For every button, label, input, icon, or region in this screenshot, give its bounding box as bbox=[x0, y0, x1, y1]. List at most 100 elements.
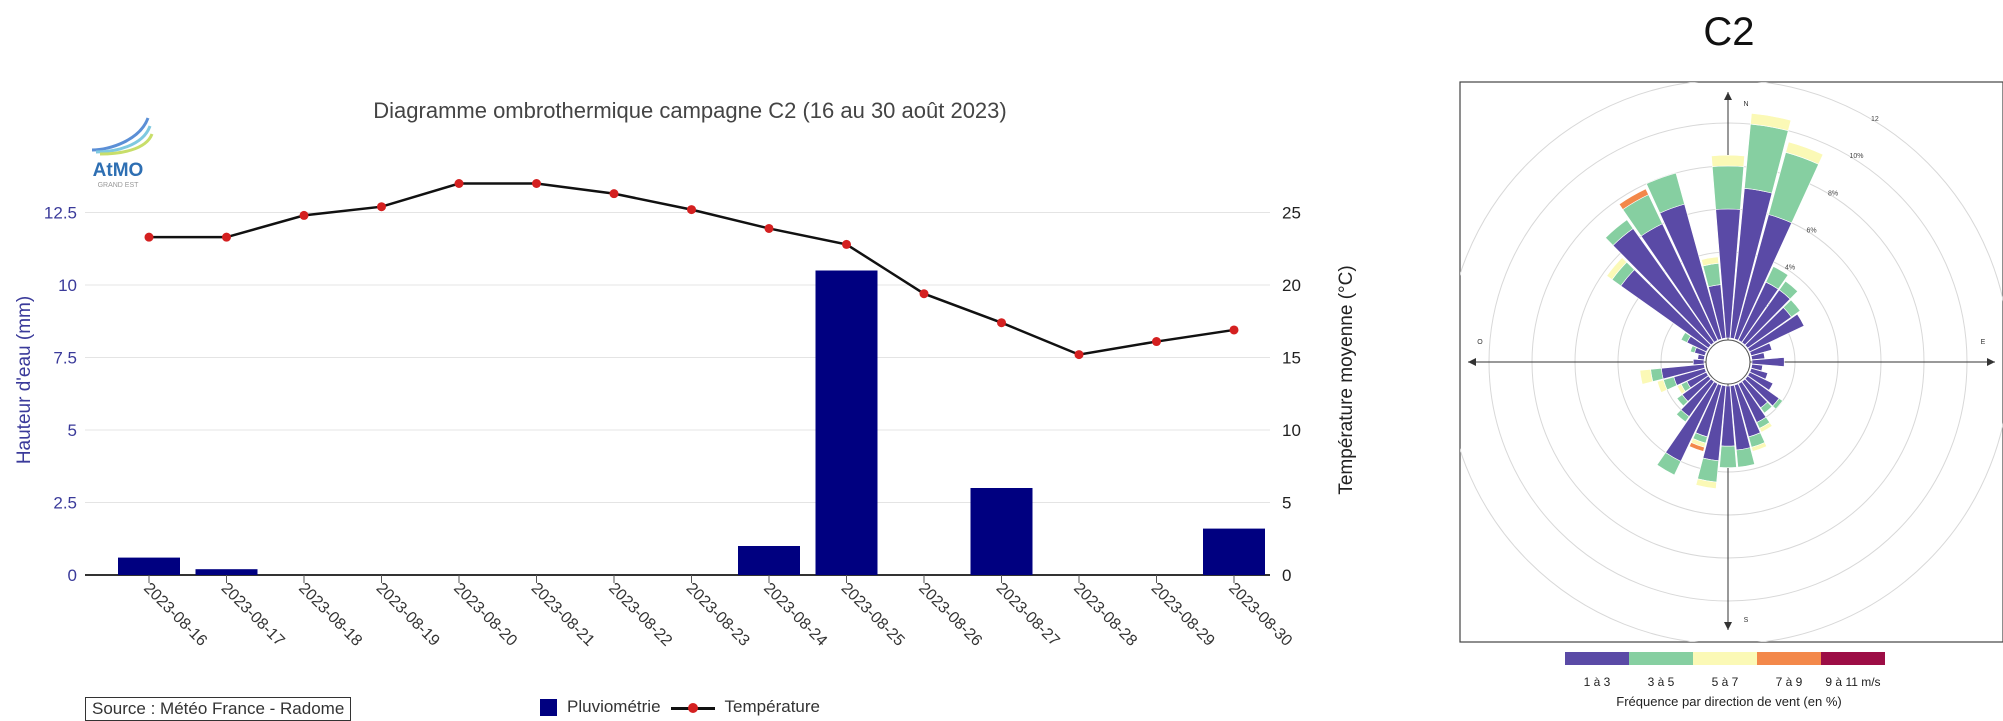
y-axis-label: Hauteur d'eau (mm) bbox=[14, 296, 35, 464]
wind-sector-segment bbox=[1688, 442, 1705, 452]
wind-sector-segment bbox=[1782, 299, 1801, 318]
x-tick-label: 2023-08-25 bbox=[838, 580, 908, 650]
right-axis: 0 5 10 15 20 25 bbox=[1282, 204, 1301, 586]
wind-sector-segment bbox=[1785, 141, 1824, 165]
legend-label-precip: Pluviométrie bbox=[567, 697, 661, 716]
y2-tick-label: 10 bbox=[1282, 421, 1301, 440]
speed-class-swatch bbox=[1821, 652, 1885, 665]
wind-sector-segment bbox=[1747, 371, 1774, 391]
y-tick-label: 7.5 bbox=[53, 349, 77, 368]
temperature-point bbox=[842, 239, 851, 249]
radial-tick-label: 12 bbox=[1871, 116, 1879, 123]
y-tick-label: 12.5 bbox=[44, 204, 77, 223]
y-tick-label: 10 bbox=[58, 276, 77, 295]
wind-sector-segment bbox=[1719, 445, 1737, 469]
speed-class-label: 9 à 11 m/s bbox=[1825, 675, 1881, 689]
precip-bar bbox=[970, 488, 1033, 575]
wind-sector-segment bbox=[1618, 188, 1649, 210]
speed-scale-caption: Fréquence par direction de vent (en %) bbox=[1616, 694, 1842, 709]
wind-sector-segment bbox=[1760, 401, 1773, 414]
radial-tick-label: 6% bbox=[1807, 227, 1817, 234]
precip-bar bbox=[738, 546, 800, 575]
y2-tick-label: 5 bbox=[1282, 494, 1291, 513]
gridlines bbox=[85, 212, 1270, 576]
wind-sector-segment bbox=[1676, 409, 1690, 423]
precip-bar bbox=[815, 270, 878, 575]
wind-rose-title: C2 bbox=[1703, 10, 1755, 54]
speed-class-label: 1 à 3 bbox=[1583, 675, 1611, 689]
speed-class-swatch bbox=[1757, 652, 1821, 665]
speed-class-label: 7 à 9 bbox=[1775, 675, 1803, 689]
x-tick-label: 2023-08-16 bbox=[140, 580, 210, 650]
y2-tick-label: 25 bbox=[1282, 204, 1301, 223]
direction-label: S bbox=[1744, 617, 1749, 624]
x-axis: 2023-08-16 2023-08-17 2023-08-18 2023-08-19… bbox=[140, 575, 1295, 650]
direction-label: N bbox=[1743, 101, 1748, 108]
wind-sector-segment bbox=[1656, 452, 1682, 476]
x-tick-label: 2023-08-23 bbox=[683, 580, 753, 650]
wind-sector-segment bbox=[1750, 352, 1766, 361]
chart-title: Diagramme ombrothermique campagne C2 (16… bbox=[373, 98, 1006, 123]
precip-bar bbox=[1203, 528, 1265, 575]
chart-legend: Pluviométrie Température bbox=[540, 697, 820, 717]
direction-label: O bbox=[1477, 339, 1483, 346]
speed-class-swatch bbox=[1693, 652, 1757, 665]
logo-subtext: GRAND EST bbox=[98, 182, 140, 189]
x-tick-label: 2023-08-29 bbox=[1148, 580, 1218, 650]
y-tick-label: 5 bbox=[68, 421, 77, 440]
wind-sector-segment bbox=[1697, 353, 1706, 361]
y2-axis-label: Température moyenne (°C) bbox=[1336, 265, 1357, 494]
wind-sector-segment bbox=[1639, 368, 1654, 385]
speed-scale-labels: 1 à 3 3 à 5 5 à 7 7 à 9 9 à 11 m/s bbox=[1565, 675, 1885, 689]
precip-bars bbox=[118, 270, 1265, 575]
radial-tick-label: 10% bbox=[1850, 153, 1864, 160]
x-tick-label: 2023-08-22 bbox=[605, 580, 675, 650]
radial-tick-label: 4% bbox=[1785, 265, 1795, 272]
x-tick-label: 2023-08-30 bbox=[1225, 580, 1295, 650]
speed-class-label: 3 à 5 bbox=[1647, 675, 1675, 689]
wind-sector-segment bbox=[1749, 342, 1773, 356]
wind-sector-segment bbox=[1689, 345, 1697, 354]
wind-sector-segment bbox=[1676, 383, 1686, 395]
temperature-point bbox=[997, 318, 1006, 328]
wind-sector-segment bbox=[1606, 257, 1628, 281]
speed-class-swatch bbox=[1565, 652, 1629, 665]
wind-sector-segment bbox=[1759, 422, 1773, 433]
temperature-point bbox=[144, 232, 154, 242]
temperature-point bbox=[919, 289, 929, 299]
x-tick-label: 2023-08-18 bbox=[295, 580, 365, 650]
wind-sector-segment bbox=[1711, 154, 1745, 167]
wind-sector-segment bbox=[1749, 368, 1769, 380]
wind-sector-segment bbox=[1695, 478, 1717, 489]
left-axis: 0 2.5 5 7.5 10 12.5 bbox=[44, 204, 77, 586]
x-tick-label: 2023-08-27 bbox=[993, 580, 1063, 650]
temperature-point bbox=[454, 179, 464, 188]
wind-sector-segment bbox=[1747, 313, 1805, 353]
temperature-point bbox=[222, 232, 231, 242]
arrow-n bbox=[1724, 92, 1732, 100]
y2-tick-label: 20 bbox=[1282, 276, 1301, 295]
wind-sector-segment bbox=[1680, 332, 1691, 343]
temperature-line bbox=[144, 179, 1239, 360]
wind-sector-segment bbox=[1692, 358, 1705, 366]
temperature-point bbox=[532, 179, 541, 188]
x-tick-label: 2023-08-21 bbox=[528, 580, 598, 650]
temperature-point bbox=[687, 205, 696, 215]
temperature-point bbox=[377, 202, 386, 212]
y2-tick-label: 15 bbox=[1282, 349, 1301, 368]
temperature-point bbox=[1229, 325, 1239, 335]
y-tick-label: 2.5 bbox=[53, 494, 77, 513]
y2-tick-label: 0 bbox=[1282, 566, 1291, 585]
precip-bar bbox=[118, 557, 180, 575]
source-note: Source : Météo France - Radome bbox=[85, 697, 352, 721]
x-tick-label: 2023-08-24 bbox=[760, 580, 830, 650]
ombrothermic-chart: Diagramme ombrothermique campagne C2 (16… bbox=[14, 98, 1357, 650]
temperature-point bbox=[1152, 337, 1161, 347]
legend-line-swatch bbox=[670, 699, 715, 716]
wind-sector-segment bbox=[1751, 442, 1768, 452]
wind-sector-segment bbox=[1736, 447, 1756, 468]
